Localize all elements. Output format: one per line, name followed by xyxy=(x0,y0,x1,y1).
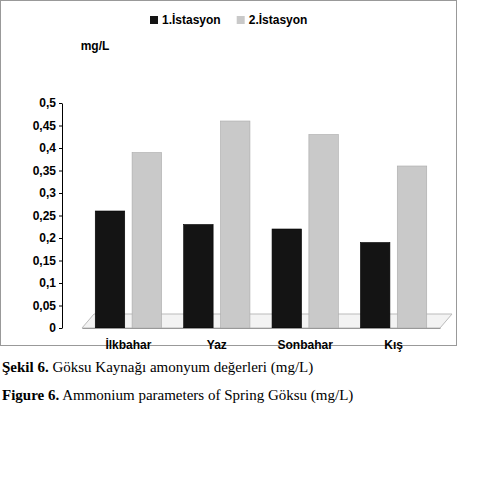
y-tick: 0,4 xyxy=(39,141,62,155)
y-tick-label: 0,05 xyxy=(33,299,57,313)
bar xyxy=(132,153,161,329)
y-axis-line xyxy=(62,104,63,329)
y-tick-label: 0,35 xyxy=(33,164,57,178)
x-tick: Yaz xyxy=(207,328,227,352)
y-tick-mark xyxy=(59,171,62,172)
y-tick-mark xyxy=(59,283,62,284)
legend-label: 1.İstasyon xyxy=(162,12,221,27)
y-tick: 0,1 xyxy=(39,276,62,290)
y-tick-mark xyxy=(59,328,62,329)
y-tick-label: 0 xyxy=(49,321,56,335)
y-tick: 0,3 xyxy=(39,186,62,200)
y-tick-mark xyxy=(59,216,62,217)
bar xyxy=(95,211,124,328)
y-tick: 0,05 xyxy=(33,299,62,313)
y-tick: 0,5 xyxy=(39,96,62,110)
y-tick-mark xyxy=(59,261,62,262)
y-tick-mark xyxy=(59,193,62,194)
bar xyxy=(360,243,389,329)
x-tick-label: Yaz xyxy=(207,338,227,352)
y-tick: 0 xyxy=(49,321,62,335)
y-tick-label: 0,4 xyxy=(39,141,56,155)
y-tick: 0,15 xyxy=(33,254,62,268)
x-tick-label: İlkbahar xyxy=(105,337,151,352)
y-tick: 0,2 xyxy=(39,231,62,245)
x-tick: İlkbahar xyxy=(105,328,151,352)
bar xyxy=(309,135,338,329)
x-tick: Kış xyxy=(384,328,403,352)
y-tick-mark xyxy=(59,238,62,239)
y-tick-label: 0,1 xyxy=(39,276,56,290)
y-tick-mark xyxy=(59,126,62,127)
legend-swatch xyxy=(150,16,158,24)
y-tick-mark xyxy=(59,306,62,307)
y-tick-mark xyxy=(59,148,62,149)
bar xyxy=(397,166,426,328)
x-tick-label: Kış xyxy=(384,338,403,352)
bar xyxy=(184,225,213,329)
legend-swatch xyxy=(237,16,245,24)
legend-label: 2.İstasyon xyxy=(249,12,308,27)
y-tick-label: 0,15 xyxy=(33,254,57,268)
chart: 0 0,05 0,1 0,15 0,2 0,25 0,3 0,35 0,4 0,45 0,5 İlkb… xyxy=(0,0,482,487)
y-axis: 0 0,05 0,1 0,15 0,2 0,25 0,3 0,35 0,4 0,45 0,5 xyxy=(33,96,63,335)
y-tick: 0,45 xyxy=(33,119,62,133)
y-label: mg/L xyxy=(81,39,110,53)
legend: 1.İstasyon 2.İstasyon xyxy=(150,12,307,27)
y-tick: 0,25 xyxy=(33,209,62,223)
y-tick-label: 0,25 xyxy=(33,209,57,223)
bars xyxy=(95,121,426,328)
y-tick-label: 0,5 xyxy=(39,96,56,110)
x-axis: İlkbahar Yaz Sonbahar Kış xyxy=(83,328,441,352)
y-tick-mark xyxy=(59,103,62,104)
y-tick-label: 0,2 xyxy=(39,231,56,245)
x-tick-label: Sonbahar xyxy=(278,338,334,352)
y-tick: 0,35 xyxy=(33,164,62,178)
x-tick: Sonbahar xyxy=(278,328,334,352)
chart-frame xyxy=(1,1,457,346)
subtitle: Figure 6. Ammonium parameters of Spring … xyxy=(2,387,353,404)
x-axis-line xyxy=(83,328,441,329)
bar xyxy=(220,121,249,328)
y-tick-label: 0,3 xyxy=(39,186,56,200)
title: Şekil 6. Göksu Kaynağı amonyum değerleri… xyxy=(2,359,313,376)
bar xyxy=(272,229,301,328)
y-tick-label: 0,45 xyxy=(33,119,57,133)
